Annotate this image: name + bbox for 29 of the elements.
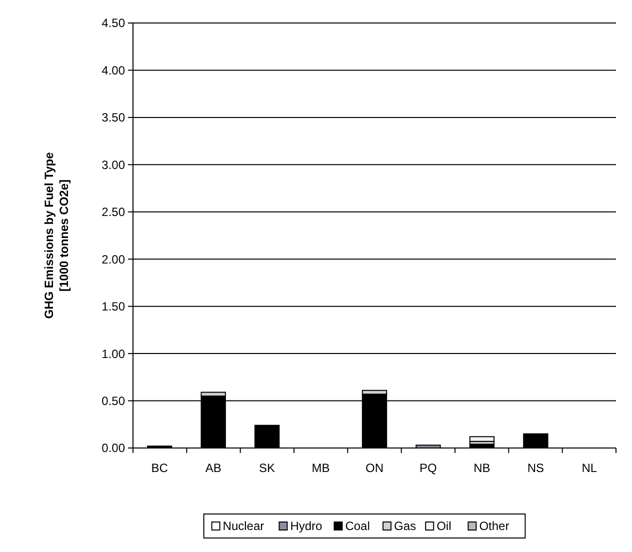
- y-tick-label: 1.00: [102, 346, 126, 361]
- legend-label: Other: [479, 519, 510, 533]
- bar: [254, 424, 280, 448]
- legend-label: Coal: [345, 519, 370, 533]
- x-tick-label: SK: [259, 461, 276, 475]
- x-tick-label: ON: [366, 461, 384, 475]
- legend-label: Nuclear: [222, 519, 264, 533]
- y-tick-label: 0.50: [102, 394, 126, 408]
- y-axis-title: GHG Emissions by Fuel Type [1000 tonnes CO2e]: [42, 152, 71, 319]
- legend-label: Oil: [436, 519, 452, 533]
- y-tick-label: 4.50: [102, 16, 126, 30]
- bar: [469, 436, 495, 442]
- x-tick-label: BC: [151, 461, 168, 475]
- x-tick-label: PQ: [420, 461, 437, 475]
- bar: [523, 433, 548, 448]
- x-tick-label: NB: [474, 461, 490, 475]
- y-tick-label: 0.00: [102, 441, 126, 456]
- y-tick-label: 4.00: [102, 63, 126, 78]
- y-tick-label: 3.50: [102, 110, 126, 125]
- y-tick-label: 3.00: [102, 158, 126, 172]
- legend-label: Gas: [394, 519, 416, 533]
- x-tick-label: NL: [582, 461, 598, 475]
- x-tick-label: MB: [312, 461, 330, 475]
- x-tick-label: NS: [527, 461, 544, 475]
- y-tick-label: 2.50: [102, 205, 126, 220]
- legend-label: Hydro: [290, 519, 323, 533]
- y-tick-label: 2.00: [102, 252, 126, 266]
- y-tick-label: 1.50: [102, 300, 126, 314]
- x-tick-label: AB: [205, 461, 222, 475]
